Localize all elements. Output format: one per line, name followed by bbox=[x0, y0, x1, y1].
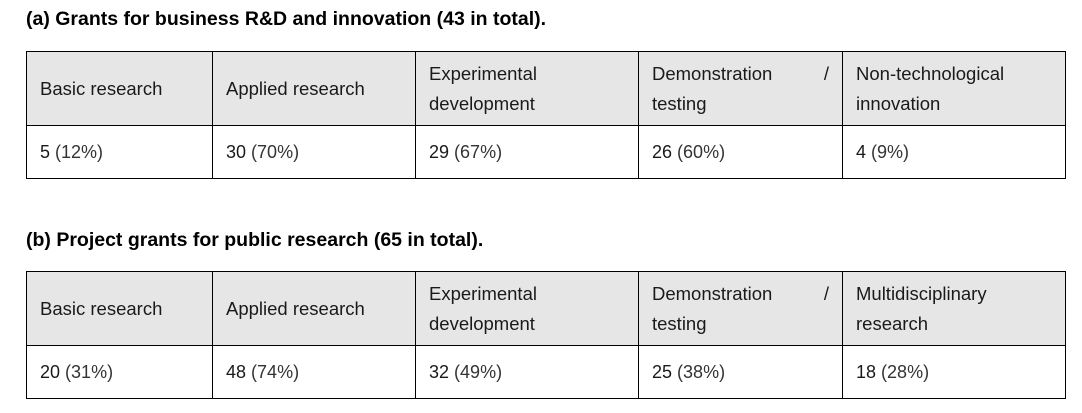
header-label-line1: Demonstration bbox=[652, 282, 773, 304]
header-label-line1: Non-technological bbox=[856, 62, 1005, 84]
header-slash: / bbox=[823, 62, 829, 84]
values-row: 20 (31%) 48 (74%) 32 (49%) 25 (38%) 18 (… bbox=[26, 345, 1066, 399]
header-label-line1: Demonstration bbox=[652, 62, 773, 84]
section-b-title: (b) Project grants for public research (… bbox=[26, 229, 484, 251]
value-cell: 4 (9%) bbox=[842, 125, 1066, 179]
header-label-line2: testing bbox=[652, 312, 707, 334]
value-count: 18 bbox=[856, 362, 877, 382]
grants-public-research-table: Basic research Applied research Experime… bbox=[26, 271, 1066, 399]
value-percent: (28%) bbox=[881, 362, 930, 382]
header-row: Basic research Applied research Experime… bbox=[26, 51, 1066, 126]
value-cell: 48 (74%) bbox=[212, 345, 416, 399]
header-cell-applied-research: Applied research bbox=[212, 51, 416, 126]
header-label: Basic research bbox=[40, 297, 163, 319]
header-row: Basic research Applied research Experime… bbox=[26, 271, 1066, 346]
value-percent: (74%) bbox=[251, 362, 300, 382]
value-cell: 5 (12%) bbox=[26, 125, 213, 179]
value-percent: (38%) bbox=[677, 362, 726, 382]
header-label-line1: Experimental bbox=[429, 282, 537, 304]
header-cell-experimental-development: Experimental development bbox=[415, 271, 639, 346]
value-percent: (60%) bbox=[677, 142, 726, 162]
value-cell: 20 (31%) bbox=[26, 345, 213, 399]
values-row: 5 (12%) 30 (70%) 29 (67%) 26 (60%) 4 (9%… bbox=[26, 125, 1066, 179]
value-count: 29 bbox=[429, 142, 450, 162]
header-cell-multidisciplinary-research: Multidisciplinary research bbox=[842, 271, 1066, 346]
value-cell: 30 (70%) bbox=[212, 125, 416, 179]
header-cell-non-technological-innovation: Non-technological innovation bbox=[842, 51, 1066, 126]
value-cell: 26 (60%) bbox=[638, 125, 843, 179]
value-cell: 32 (49%) bbox=[415, 345, 639, 399]
value-percent: (49%) bbox=[454, 362, 503, 382]
value-percent: (31%) bbox=[65, 362, 114, 382]
value-count: 48 bbox=[226, 362, 247, 382]
header-slash: / bbox=[823, 282, 829, 304]
header-label-line2: testing bbox=[652, 92, 707, 114]
header-label-line2: development bbox=[429, 312, 535, 334]
value-count: 26 bbox=[652, 142, 673, 162]
header-label-line2: research bbox=[856, 312, 928, 334]
value-cell: 18 (28%) bbox=[842, 345, 1066, 399]
value-count: 25 bbox=[652, 362, 673, 382]
header-label: Basic research bbox=[40, 77, 163, 99]
value-cell: 25 (38%) bbox=[638, 345, 843, 399]
value-count: 30 bbox=[226, 142, 247, 162]
header-cell-basic-research: Basic research bbox=[26, 51, 213, 126]
header-label-line2: development bbox=[429, 92, 535, 114]
value-count: 5 bbox=[40, 142, 51, 162]
header-cell-demonstration-testing: Demonstration / testing bbox=[638, 271, 843, 346]
header-label: Applied research bbox=[226, 77, 365, 99]
header-cell-experimental-development: Experimental development bbox=[415, 51, 639, 126]
value-count: 20 bbox=[40, 362, 61, 382]
value-percent: (9%) bbox=[871, 142, 910, 162]
value-percent: (70%) bbox=[251, 142, 300, 162]
value-percent: (67%) bbox=[454, 142, 503, 162]
value-percent: (12%) bbox=[55, 142, 104, 162]
header-label-line1: Experimental bbox=[429, 62, 537, 84]
header-cell-basic-research: Basic research bbox=[26, 271, 213, 346]
value-cell: 29 (67%) bbox=[415, 125, 639, 179]
header-label-line1: Multidisciplinary bbox=[856, 282, 987, 304]
value-count: 4 bbox=[856, 142, 867, 162]
header-cell-demonstration-testing: Demonstration / testing bbox=[638, 51, 843, 126]
header-cell-applied-research: Applied research bbox=[212, 271, 416, 346]
grants-business-table: Basic research Applied research Experime… bbox=[26, 51, 1066, 179]
header-label: Applied research bbox=[226, 297, 365, 319]
section-a-title: (a) Grants for business R&D and innovati… bbox=[26, 8, 547, 30]
value-count: 32 bbox=[429, 362, 450, 382]
header-label-line2: innovation bbox=[856, 92, 941, 114]
